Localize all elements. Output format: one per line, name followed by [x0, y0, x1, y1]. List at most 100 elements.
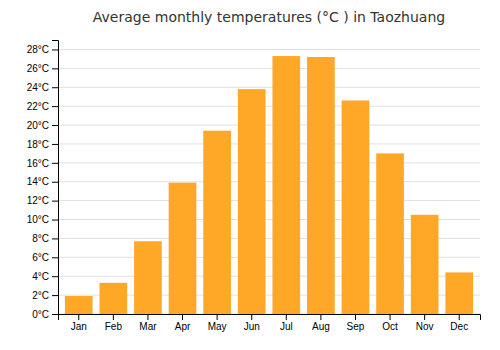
- bar: [272, 56, 300, 314]
- x-tick-label: Jun: [244, 321, 260, 332]
- y-axis-line: [52, 41, 59, 315]
- grid-line: [58, 143, 480, 144]
- y-tick: 8°C: [32, 233, 58, 244]
- grid-line: [58, 87, 480, 88]
- y-tick-label: 24°C: [27, 82, 49, 93]
- x-tick-mark: [390, 314, 391, 320]
- x-tick: Apr: [175, 314, 191, 332]
- x-tick-mark: [459, 314, 460, 320]
- bar: [445, 272, 473, 314]
- x-tick-label: Dec: [450, 321, 468, 332]
- x-tick-mark: [78, 314, 79, 320]
- chart: 0°C 2°C 4°C 6°C 8°C 10°C 12°C 14°C 16°C 18°C 20°C 2…: [0, 0, 500, 350]
- x-tick: Feb: [105, 314, 123, 332]
- x-tick-mark: [424, 314, 425, 320]
- x-tick-mark: [355, 314, 356, 320]
- y-tick: 26°C: [27, 63, 58, 74]
- y-tick-label: 18°C: [27, 139, 49, 150]
- x-tick: Aug: [312, 314, 330, 332]
- x-tick: Dec: [450, 314, 468, 332]
- y-tick-mark: [52, 87, 58, 88]
- x-tick: Nov: [416, 314, 434, 332]
- y-tick: 12°C: [27, 195, 58, 206]
- grid-line: [58, 181, 480, 182]
- y-tick-mark: [52, 182, 58, 183]
- x-tick-label: Apr: [175, 321, 191, 332]
- y-tick-label: 16°C: [27, 158, 49, 169]
- bar: [411, 215, 439, 314]
- x-tick: Jul: [280, 314, 293, 332]
- x-axis: Jan Feb Mar Apr May Jun Jul Aug Sep Oct Nov Dec: [59, 314, 481, 332]
- y-tick-label: 8°C: [32, 233, 49, 244]
- bar: [134, 241, 162, 314]
- y-tick-label: 2°C: [32, 290, 49, 301]
- y-tick: 0°C: [32, 309, 58, 320]
- y-tick-label: 6°C: [32, 252, 49, 263]
- y-tick-mark: [52, 163, 58, 164]
- y-tick-label: 10°C: [27, 214, 49, 225]
- x-tick-label: Jul: [280, 321, 293, 332]
- y-tick: 22°C: [27, 101, 58, 112]
- y-tick-label: 26°C: [27, 63, 49, 74]
- x-tick-label: Nov: [416, 321, 434, 332]
- y-tick-label: 20°C: [27, 120, 49, 131]
- x-tick-label: May: [208, 321, 227, 332]
- grid-line: [58, 125, 480, 126]
- x-tick-mark: [182, 314, 183, 320]
- y-tick: 16°C: [27, 158, 58, 169]
- x-axis-line: [59, 315, 481, 321]
- x-tick-label: Sep: [347, 321, 365, 332]
- y-tick-mark: [52, 125, 58, 126]
- bar: [307, 57, 335, 314]
- x-tick: Jan: [71, 314, 87, 332]
- y-tick-mark: [52, 276, 58, 277]
- y-tick: 20°C: [27, 120, 58, 131]
- grid-line: [58, 68, 480, 69]
- y-tick-mark: [52, 295, 58, 296]
- x-tick-mark: [217, 314, 218, 320]
- grid-line: [58, 162, 480, 163]
- x-tick-label: Aug: [312, 321, 330, 332]
- y-tick: 6°C: [32, 252, 58, 263]
- grid-line: [58, 200, 480, 201]
- x-tick-mark: [320, 314, 321, 320]
- bar: [65, 296, 93, 314]
- x-tick: Jun: [244, 314, 260, 332]
- y-axis: 0°C 2°C 4°C 6°C 8°C 10°C 12°C 14°C 16°C 18°C 20°C 2…: [27, 41, 59, 320]
- y-tick-label: 14°C: [27, 176, 49, 187]
- y-tick-mark: [52, 201, 58, 202]
- x-tick-label: Mar: [139, 321, 157, 332]
- y-tick-mark: [52, 257, 58, 258]
- grid-line: [58, 49, 480, 50]
- y-tick-mark: [52, 314, 58, 315]
- x-tick-mark: [251, 314, 252, 320]
- y-tick: 28°C: [27, 44, 58, 55]
- y-tick-mark: [52, 220, 58, 221]
- y-tick-label: 4°C: [32, 271, 49, 282]
- y-tick-label: 28°C: [27, 44, 49, 55]
- y-tick-label: 22°C: [27, 101, 49, 112]
- bar: [376, 153, 404, 314]
- bar: [169, 183, 197, 314]
- x-tick: Sep: [347, 314, 365, 332]
- x-tick: May: [208, 314, 227, 332]
- y-tick: 14°C: [27, 176, 58, 187]
- y-tick-mark: [52, 238, 58, 239]
- y-tick: 18°C: [27, 139, 58, 150]
- x-tick-mark: [113, 314, 114, 320]
- title: Average monthly temperatures (°C ) in Ta…: [93, 9, 445, 25]
- plot: 0°C 2°C 4°C 6°C 8°C 10°C 12°C 14°C 16°C 18°C 20°C 2…: [27, 41, 481, 333]
- y-tick-mark: [52, 68, 58, 69]
- y-tick: 2°C: [32, 290, 58, 301]
- y-tick-label: 0°C: [32, 309, 49, 320]
- grid-line: [58, 106, 480, 107]
- bars: [65, 56, 473, 314]
- bar: [342, 100, 370, 314]
- x-tick-label: Oct: [382, 321, 398, 332]
- x-tick: Mar: [139, 314, 157, 332]
- x-tick-label: Feb: [105, 321, 123, 332]
- x-tick: Oct: [382, 314, 398, 332]
- y-tick-mark: [52, 106, 58, 107]
- x-tick-mark: [147, 314, 148, 320]
- y-tick-label: 12°C: [27, 195, 49, 206]
